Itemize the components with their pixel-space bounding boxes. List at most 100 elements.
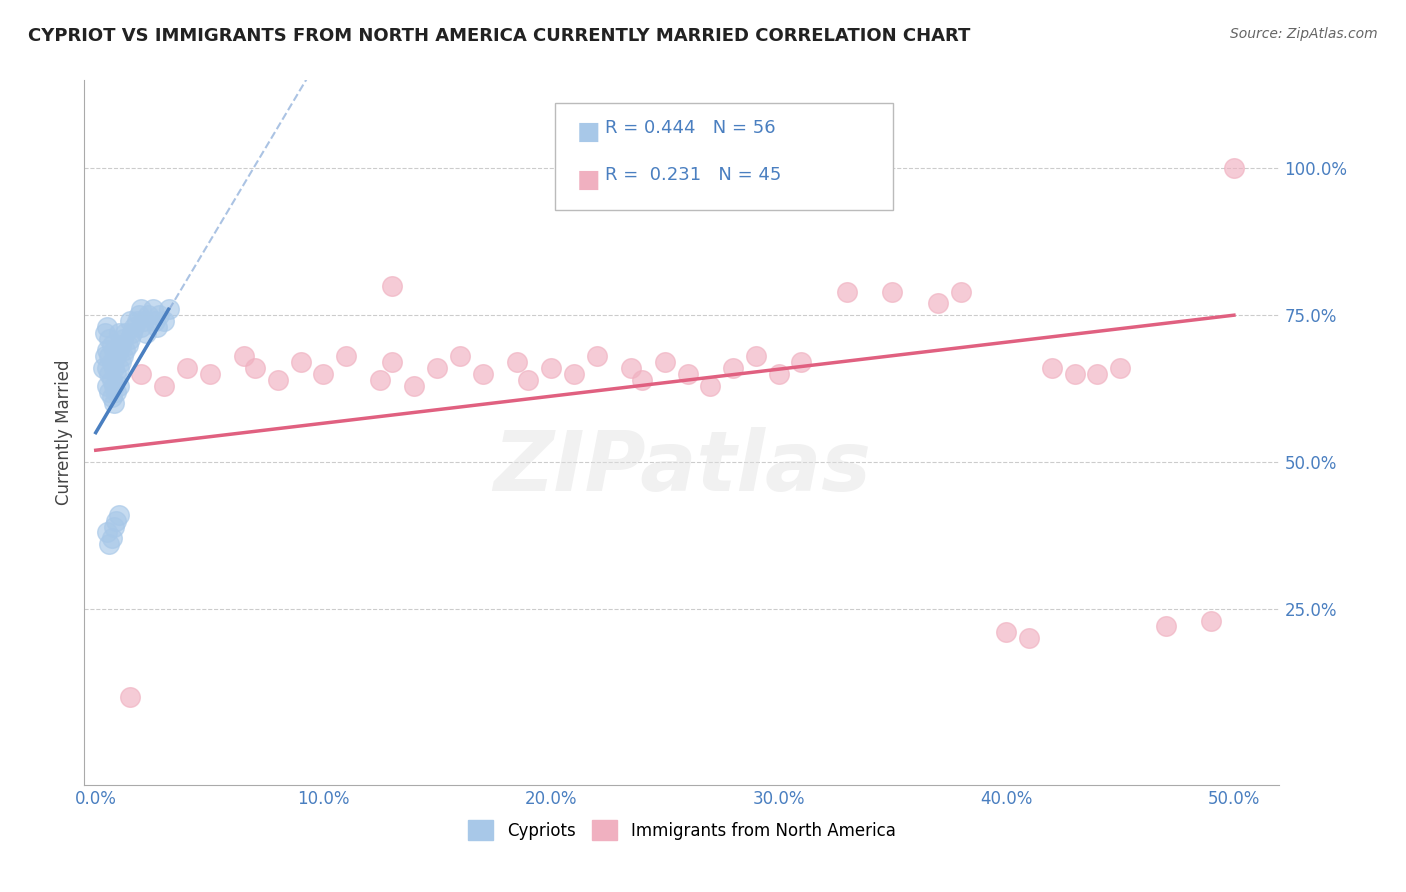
Point — [128, 308, 150, 322]
Point — [118, 690, 141, 704]
Point — [153, 378, 176, 392]
Text: ZIPatlas: ZIPatlas — [494, 427, 870, 508]
Point — [517, 373, 540, 387]
Point — [125, 314, 148, 328]
Point — [1154, 619, 1177, 633]
Point — [96, 361, 118, 376]
Point — [146, 320, 169, 334]
Point — [1223, 161, 1246, 176]
Point — [96, 525, 118, 540]
Point — [449, 349, 471, 363]
Point — [676, 367, 699, 381]
Point — [136, 308, 159, 322]
Point — [745, 349, 768, 363]
Point — [243, 361, 266, 376]
Point — [232, 349, 254, 363]
Point — [995, 625, 1018, 640]
Point — [148, 308, 170, 322]
Point — [790, 355, 813, 369]
Point — [721, 361, 744, 376]
Point — [129, 320, 152, 334]
Point — [1018, 631, 1040, 645]
Point — [699, 378, 721, 392]
Point — [94, 349, 117, 363]
Point — [118, 314, 141, 328]
Point — [129, 367, 152, 381]
Point — [107, 343, 129, 358]
Point — [368, 373, 391, 387]
Point — [107, 361, 129, 376]
Point — [91, 361, 114, 376]
Point — [290, 355, 312, 369]
Point — [506, 355, 529, 369]
Point — [562, 367, 585, 381]
Point — [103, 519, 125, 533]
Point — [1063, 367, 1085, 381]
Point — [124, 320, 146, 334]
Point — [103, 396, 125, 410]
Text: Source: ZipAtlas.com: Source: ZipAtlas.com — [1230, 27, 1378, 41]
Point — [100, 355, 122, 369]
Point — [98, 384, 121, 399]
Point — [107, 326, 129, 340]
Text: ■: ■ — [576, 168, 600, 192]
Point — [540, 361, 562, 376]
Text: ■: ■ — [576, 120, 600, 145]
Point — [426, 361, 449, 376]
Point — [142, 302, 165, 317]
Point — [312, 367, 335, 381]
Point — [103, 343, 125, 358]
Point — [1199, 614, 1222, 628]
Point — [267, 373, 290, 387]
Point — [96, 343, 118, 358]
Y-axis label: Currently Married: Currently Married — [55, 359, 73, 506]
Point — [105, 514, 128, 528]
Point — [107, 508, 129, 522]
Point — [94, 326, 117, 340]
Text: CYPRIOT VS IMMIGRANTS FROM NORTH AMERICA CURRENTLY MARRIED CORRELATION CHART: CYPRIOT VS IMMIGRANTS FROM NORTH AMERICA… — [28, 27, 970, 45]
Point — [117, 337, 139, 351]
Point — [96, 320, 118, 334]
Point — [143, 314, 166, 328]
Point — [654, 355, 676, 369]
Point — [768, 367, 790, 381]
Point — [98, 537, 121, 551]
Point — [132, 314, 155, 328]
Point — [96, 378, 118, 392]
Point — [114, 326, 136, 340]
Point — [100, 391, 122, 405]
Point — [98, 367, 121, 381]
Point — [103, 378, 125, 392]
Point — [100, 373, 122, 387]
Point — [107, 378, 129, 392]
Point — [620, 361, 643, 376]
Point — [98, 332, 121, 346]
Point — [135, 326, 157, 340]
Point — [585, 349, 607, 363]
Point — [1040, 361, 1063, 376]
Point — [118, 332, 141, 346]
Point — [121, 326, 143, 340]
Point — [404, 378, 426, 392]
Point — [112, 332, 135, 346]
Point — [335, 349, 357, 363]
Point — [1085, 367, 1108, 381]
Point — [631, 373, 654, 387]
Point — [114, 343, 136, 358]
Point — [176, 361, 198, 376]
Point — [153, 314, 176, 328]
Point — [103, 361, 125, 376]
Point — [882, 285, 904, 299]
Point — [100, 532, 122, 546]
Point — [110, 355, 132, 369]
Point — [198, 367, 221, 381]
Legend: Cypriots, Immigrants from North America: Cypriots, Immigrants from North America — [461, 814, 903, 847]
Point — [1109, 361, 1132, 376]
Point — [835, 285, 858, 299]
Point — [100, 337, 122, 351]
Point — [949, 285, 972, 299]
Point — [471, 367, 494, 381]
Point — [110, 337, 132, 351]
Point — [105, 349, 128, 363]
Text: R = 0.444   N = 56: R = 0.444 N = 56 — [605, 119, 775, 136]
